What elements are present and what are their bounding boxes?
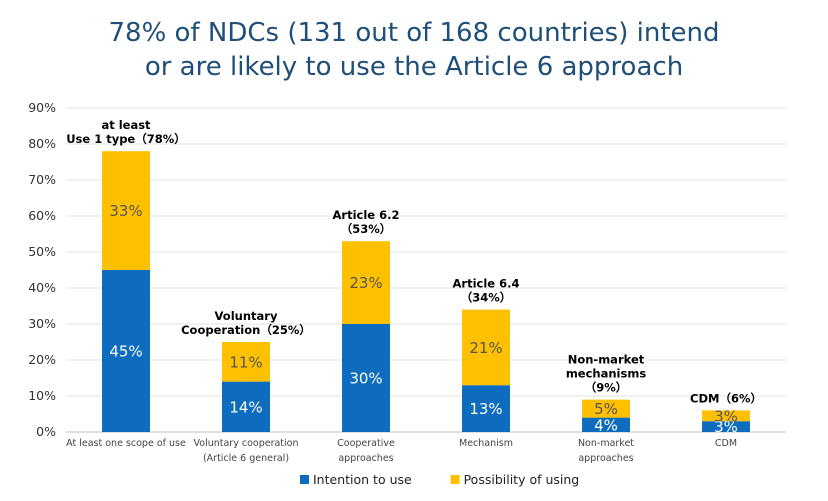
bar-annotation: （9%） xyxy=(585,381,628,395)
bar-annotation: Article 6.4 xyxy=(453,277,520,291)
data-label: 33% xyxy=(109,202,142,220)
bar-segment xyxy=(702,421,750,432)
y-tick-label: 70% xyxy=(28,172,56,187)
bar-annotation: at least xyxy=(101,118,151,132)
y-tick-label: 30% xyxy=(28,316,56,331)
data-label: 4% xyxy=(594,416,618,434)
category-label: Non-market xyxy=(578,438,634,449)
y-tick-label: 60% xyxy=(28,208,56,223)
y-tick-label: 10% xyxy=(28,388,56,403)
category-label: Mechanism xyxy=(459,438,513,449)
data-label: 5% xyxy=(594,400,618,418)
category-label: approaches xyxy=(338,453,393,464)
category-label: CDM xyxy=(715,438,737,449)
bar-segment xyxy=(582,417,630,432)
legend-swatch xyxy=(450,475,460,484)
y-tick-label: 50% xyxy=(28,244,56,259)
bar-annotation: Voluntary xyxy=(215,309,278,323)
data-label: 45% xyxy=(109,343,142,361)
data-label: 14% xyxy=(229,398,262,416)
bar-segment xyxy=(342,241,390,324)
data-label: 21% xyxy=(469,339,502,357)
bar-segment xyxy=(102,151,150,270)
bar-segment xyxy=(222,381,270,432)
bar-annotation: （34%） xyxy=(461,291,512,305)
title-line-2: or are likely to use the Article 6 appro… xyxy=(144,52,684,82)
bar-annotation: CDM（6%） xyxy=(690,391,762,405)
category-label: Cooperative xyxy=(337,438,395,449)
legend-swatch xyxy=(300,475,309,484)
data-label: 23% xyxy=(349,274,382,292)
data-label: 30% xyxy=(349,370,382,388)
legend-label: Possibility of using xyxy=(464,472,580,487)
data-label: 11% xyxy=(229,353,262,371)
category-label: (Article 6 general) xyxy=(203,453,289,464)
y-tick-label: 90% xyxy=(28,100,56,115)
legend-label: Intention to use xyxy=(313,472,412,487)
data-label: 13% xyxy=(469,400,502,418)
category-label: At least one scope of use xyxy=(66,438,186,449)
bar-segment xyxy=(102,270,150,432)
bar-annotation: Cooperation（25%） xyxy=(181,323,311,337)
bar-segment xyxy=(222,342,270,382)
bar-segment xyxy=(582,399,630,418)
bar-annotation: Use 1 type（78%） xyxy=(66,132,186,146)
bar-annotation: mechanisms xyxy=(566,367,647,381)
y-tick-label: 40% xyxy=(28,280,56,295)
bar-annotation: Non-market xyxy=(568,353,645,367)
category-label: approaches xyxy=(578,453,633,464)
y-tick-label: 0% xyxy=(36,424,56,439)
bar-segment xyxy=(462,385,510,432)
y-tick-label: 80% xyxy=(28,136,56,151)
bar-annotation: Article 6.2 xyxy=(333,208,400,222)
data-label: 3% xyxy=(714,407,738,425)
chart-title: 78% of NDCs (131 out of 168 countries) i… xyxy=(0,16,828,84)
y-tick-label: 20% xyxy=(28,352,56,367)
bar-segment xyxy=(342,324,390,432)
bar-annotation: （53%） xyxy=(341,222,392,236)
category-label: Voluntary cooperation xyxy=(194,438,299,449)
bar-segment xyxy=(702,410,750,422)
bar-segment xyxy=(462,309,510,386)
data-label: 3% xyxy=(714,418,738,436)
title-line-1: 78% of NDCs (131 out of 168 countries) i… xyxy=(108,18,720,48)
